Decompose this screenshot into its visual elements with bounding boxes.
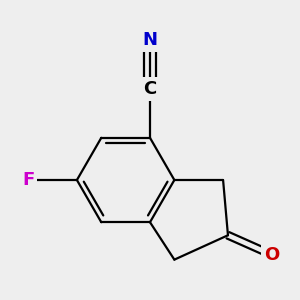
Text: F: F (22, 171, 34, 189)
Text: C: C (143, 80, 157, 98)
Text: N: N (142, 32, 158, 50)
Text: O: O (264, 246, 279, 264)
